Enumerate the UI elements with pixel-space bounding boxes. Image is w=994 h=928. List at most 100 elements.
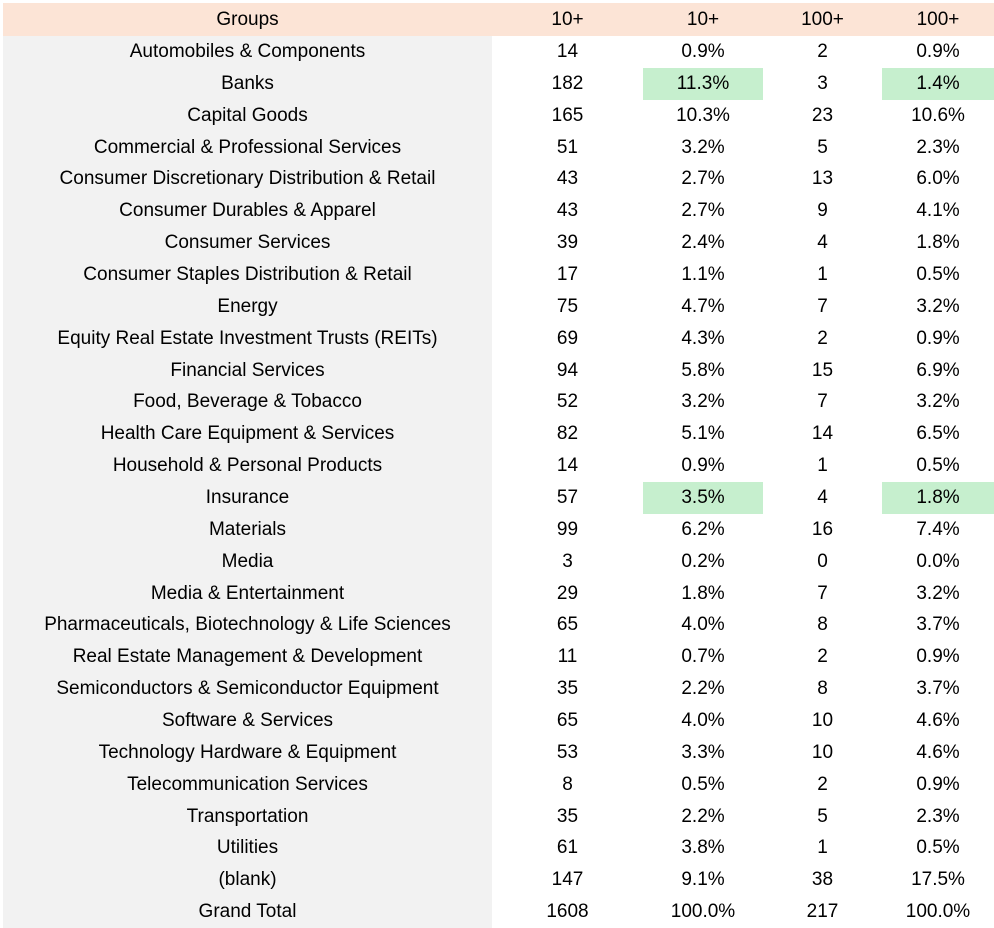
count-100plus-cell[interactable]: 0 [817,550,828,572]
group-cell[interactable]: Financial Services [3,354,492,387]
count-10plus-cell[interactable]: 29 [556,582,579,604]
pct-100plus-cell[interactable]: 0.5% [916,455,960,477]
group-cell[interactable]: Telecommunication Services [3,768,492,801]
count-100plus-cell[interactable]: 10 [811,741,834,763]
pct-10plus-cell[interactable]: 4.0% [681,614,725,636]
count-100plus-cell[interactable]: 7 [817,582,828,604]
group-cell[interactable]: Software & Services [3,705,492,737]
pct-100plus-cell[interactable]: 3.7% [916,678,960,700]
pct-100plus-cell[interactable]: 4.6% [916,709,960,731]
pct-100plus-cell[interactable]: 3.2% [916,391,960,413]
group-cell[interactable]: Energy [3,290,492,323]
count-10plus-cell[interactable]: 39 [556,232,579,254]
pct-10plus-cell[interactable]: 3.2% [681,136,725,158]
pct-100plus-cell[interactable]: 4.1% [916,200,960,222]
group-cell[interactable]: Automobiles & Components [3,36,492,68]
pct-10plus-cell[interactable]: 3.3% [681,741,725,763]
pct-10plus-cell[interactable]: 9.1% [681,869,725,891]
count-100plus-cell[interactable]: 4 [817,486,828,508]
count-10plus-cell[interactable]: 35 [556,805,579,827]
group-cell[interactable]: Real Estate Management & Development [3,641,492,674]
count-100plus-cell[interactable]: 23 [811,104,834,126]
count-100plus-cell[interactable]: 5 [817,805,828,827]
count-100plus-cell[interactable]: 16 [811,518,834,540]
pct-10plus-cell[interactable]: 1.1% [681,263,725,285]
pct-10plus-cell[interactable]: 6.2% [681,518,725,540]
count-100plus-cell[interactable]: 7 [817,295,828,317]
pct-10plus-cell[interactable]: 10.3% [676,104,730,126]
count-10plus-cell[interactable]: 8 [562,773,573,795]
count-10plus-cell[interactable]: 14 [556,455,579,477]
group-cell[interactable]: Banks [3,67,492,100]
count-100plus-cell[interactable]: 1 [817,455,828,477]
header-cell-10plus-count[interactable]: 10+ [492,3,643,36]
header-cell-100plus-pct[interactable]: 100+ [882,3,994,36]
pct-100plus-cell[interactable]: 3.7% [916,614,960,636]
pct-10plus-cell[interactable]: 5.1% [681,423,725,445]
group-cell[interactable]: Materials [3,513,492,546]
count-100plus-cell[interactable]: 1 [817,263,828,285]
group-cell[interactable]: Pharmaceuticals, Biotechnology & Life Sc… [3,609,492,642]
pct-10plus-cell[interactable]: 0.9% [681,40,725,62]
pct-10plus-cell[interactable]: 11.3% [643,67,763,100]
pct-10plus-cell[interactable]: 2.2% [681,805,725,827]
group-cell[interactable]: Insurance [3,482,492,514]
group-cell[interactable]: Consumer Staples Distribution & Retail [3,259,492,291]
pct-100plus-cell[interactable]: 4.6% [916,741,960,763]
pct-10plus-cell[interactable]: 3.5% [643,482,763,514]
count-100plus-cell[interactable]: 8 [817,678,828,700]
pct-10plus-cell[interactable]: 5.8% [681,359,725,381]
pct-10plus-cell[interactable]: 2.2% [681,678,725,700]
count-10plus-cell[interactable]: 1608 [546,901,589,923]
count-10plus-cell[interactable]: 52 [556,391,579,413]
count-10plus-cell[interactable]: 35 [556,678,579,700]
group-cell[interactable]: Semiconductors & Semiconductor Equipment [3,673,492,706]
count-100plus-cell[interactable]: 2 [817,327,828,349]
header-cell-100plus-count[interactable]: 100+ [763,3,882,36]
pct-100plus-cell[interactable]: 0.9% [916,773,960,795]
count-10plus-cell[interactable]: 182 [551,72,584,94]
count-10plus-cell[interactable]: 14 [556,40,579,62]
pct-10plus-cell[interactable]: 0.7% [681,646,725,668]
count-10plus-cell[interactable]: 94 [556,359,579,381]
pct-100plus-cell[interactable]: 2.3% [916,805,960,827]
count-10plus-cell[interactable]: 3 [562,550,573,572]
pct-10plus-cell[interactable]: 4.3% [681,327,725,349]
pct-100plus-cell[interactable]: 0.5% [916,263,960,285]
count-10plus-cell[interactable]: 53 [556,741,579,763]
pct-10plus-cell[interactable]: 0.5% [681,773,725,795]
count-100plus-cell[interactable]: 2 [817,40,828,62]
group-cell[interactable]: Consumer Services [3,227,492,260]
count-100plus-cell[interactable]: 9 [817,200,828,222]
count-100plus-cell[interactable]: 4 [817,232,828,254]
count-100plus-cell[interactable]: 13 [811,168,834,190]
pct-100plus-cell[interactable]: 7.4% [916,518,960,540]
pct-10plus-cell[interactable]: 3.8% [681,837,725,859]
count-100plus-cell[interactable]: 15 [811,359,834,381]
pct-100plus-cell[interactable]: 1.4% [882,67,994,100]
count-100plus-cell[interactable]: 2 [817,646,828,668]
count-10plus-cell[interactable]: 147 [551,869,584,891]
group-cell[interactable]: Consumer Discretionary Distribution & Re… [3,163,492,196]
pct-100plus-cell[interactable]: 3.2% [916,295,960,317]
group-cell[interactable]: Transportation [3,800,492,833]
group-cell[interactable]: Utilities [3,832,492,865]
group-cell[interactable]: Commercial & Professional Services [3,131,492,164]
pct-10plus-cell[interactable]: 2.7% [681,200,725,222]
count-10plus-cell[interactable]: 51 [556,136,579,158]
count-100plus-cell[interactable]: 38 [811,869,834,891]
count-10plus-cell[interactable]: 65 [556,709,579,731]
count-10plus-cell[interactable]: 17 [556,263,579,285]
pct-10plus-cell[interactable]: 100.0% [670,901,736,923]
group-cell[interactable]: Consumer Durables & Apparel [3,195,492,228]
pct-100plus-cell[interactable]: 0.5% [916,837,960,859]
group-cell[interactable]: Health Care Equipment & Services [3,418,492,451]
pct-10plus-cell[interactable]: 2.7% [681,168,725,190]
count-10plus-cell[interactable]: 43 [556,200,579,222]
count-10plus-cell[interactable]: 43 [556,168,579,190]
count-100plus-cell[interactable]: 10 [811,709,834,731]
pct-100plus-cell[interactable]: 17.5% [911,869,965,891]
pct-10plus-cell[interactable]: 2.4% [681,232,725,254]
group-cell[interactable]: Capital Goods [3,99,492,132]
pct-100plus-cell[interactable]: 1.8% [882,482,994,514]
